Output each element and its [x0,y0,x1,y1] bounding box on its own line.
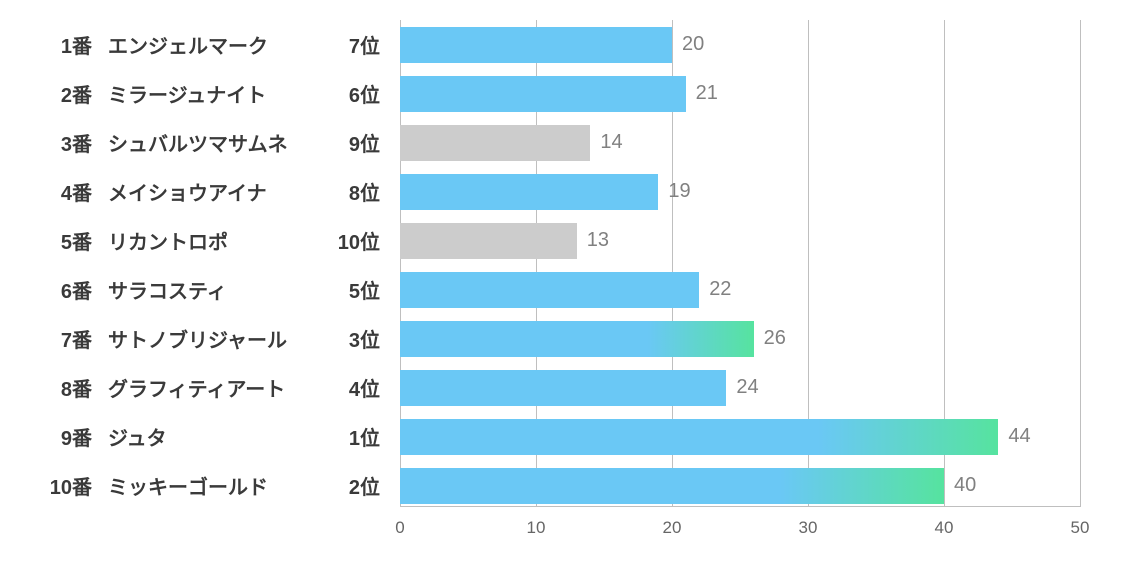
row-name: エンジェルマーク [100,30,320,59]
row-number: 9番 [30,422,100,451]
data-row: 10番ミッキーゴールド2位 [30,461,1104,510]
row-rank: 3位 [320,324,400,353]
row-number: 8番 [30,373,100,402]
row-number: 7番 [30,324,100,353]
row-rank: 10位 [320,226,400,255]
row-number: 2番 [30,79,100,108]
row-name: シュバルツマサムネ [100,128,320,157]
row-name: ミッキーゴールド [100,471,320,500]
row-number: 10番 [30,471,100,500]
row-rank: 1位 [320,422,400,451]
data-row: 9番ジュタ1位 [30,412,1104,461]
x-tick-label: 0 [395,518,404,538]
row-name: サラコスティ [100,275,320,304]
data-row: 4番メイショウアイナ8位 [30,167,1104,216]
row-number: 3番 [30,128,100,157]
row-rank: 6位 [320,79,400,108]
row-name: ミラージュナイト [100,79,320,108]
x-tick-label: 30 [799,518,818,538]
x-tick-label: 20 [663,518,682,538]
data-row: 1番エンジェルマーク7位 [30,20,1104,69]
row-rank: 5位 [320,275,400,304]
data-row: 7番サトノブリジャール3位 [30,314,1104,363]
x-tick-label: 40 [935,518,954,538]
row-number: 5番 [30,226,100,255]
row-rank: 9位 [320,128,400,157]
row-name: メイショウアイナ [100,177,320,206]
x-tick-label: 50 [1071,518,1090,538]
data-row: 6番サラコスティ5位 [30,265,1104,314]
data-row: 2番ミラージュナイト6位 [30,69,1104,118]
rows-wrapper: 1番エンジェルマーク7位2番ミラージュナイト6位3番シュバルツマサムネ9位4番メ… [30,20,1104,510]
data-row: 3番シュバルツマサムネ9位 [30,118,1104,167]
row-rank: 7位 [320,30,400,59]
x-tick-label: 10 [527,518,546,538]
row-number: 1番 [30,30,100,59]
row-rank: 2位 [320,471,400,500]
row-rank: 4位 [320,373,400,402]
data-row: 8番グラフィティアート4位 [30,363,1104,412]
row-name: リカントロポ [100,226,320,255]
row-name: サトノブリジャール [100,324,320,353]
row-number: 4番 [30,177,100,206]
row-name: グラフィティアート [100,373,320,402]
row-rank: 8位 [320,177,400,206]
data-row: 5番リカントロポ10位 [30,216,1104,265]
row-name: ジュタ [100,422,320,451]
row-number: 6番 [30,275,100,304]
chart-container: 0102030405020211419132226244440 1番エンジェルマ… [0,0,1134,567]
